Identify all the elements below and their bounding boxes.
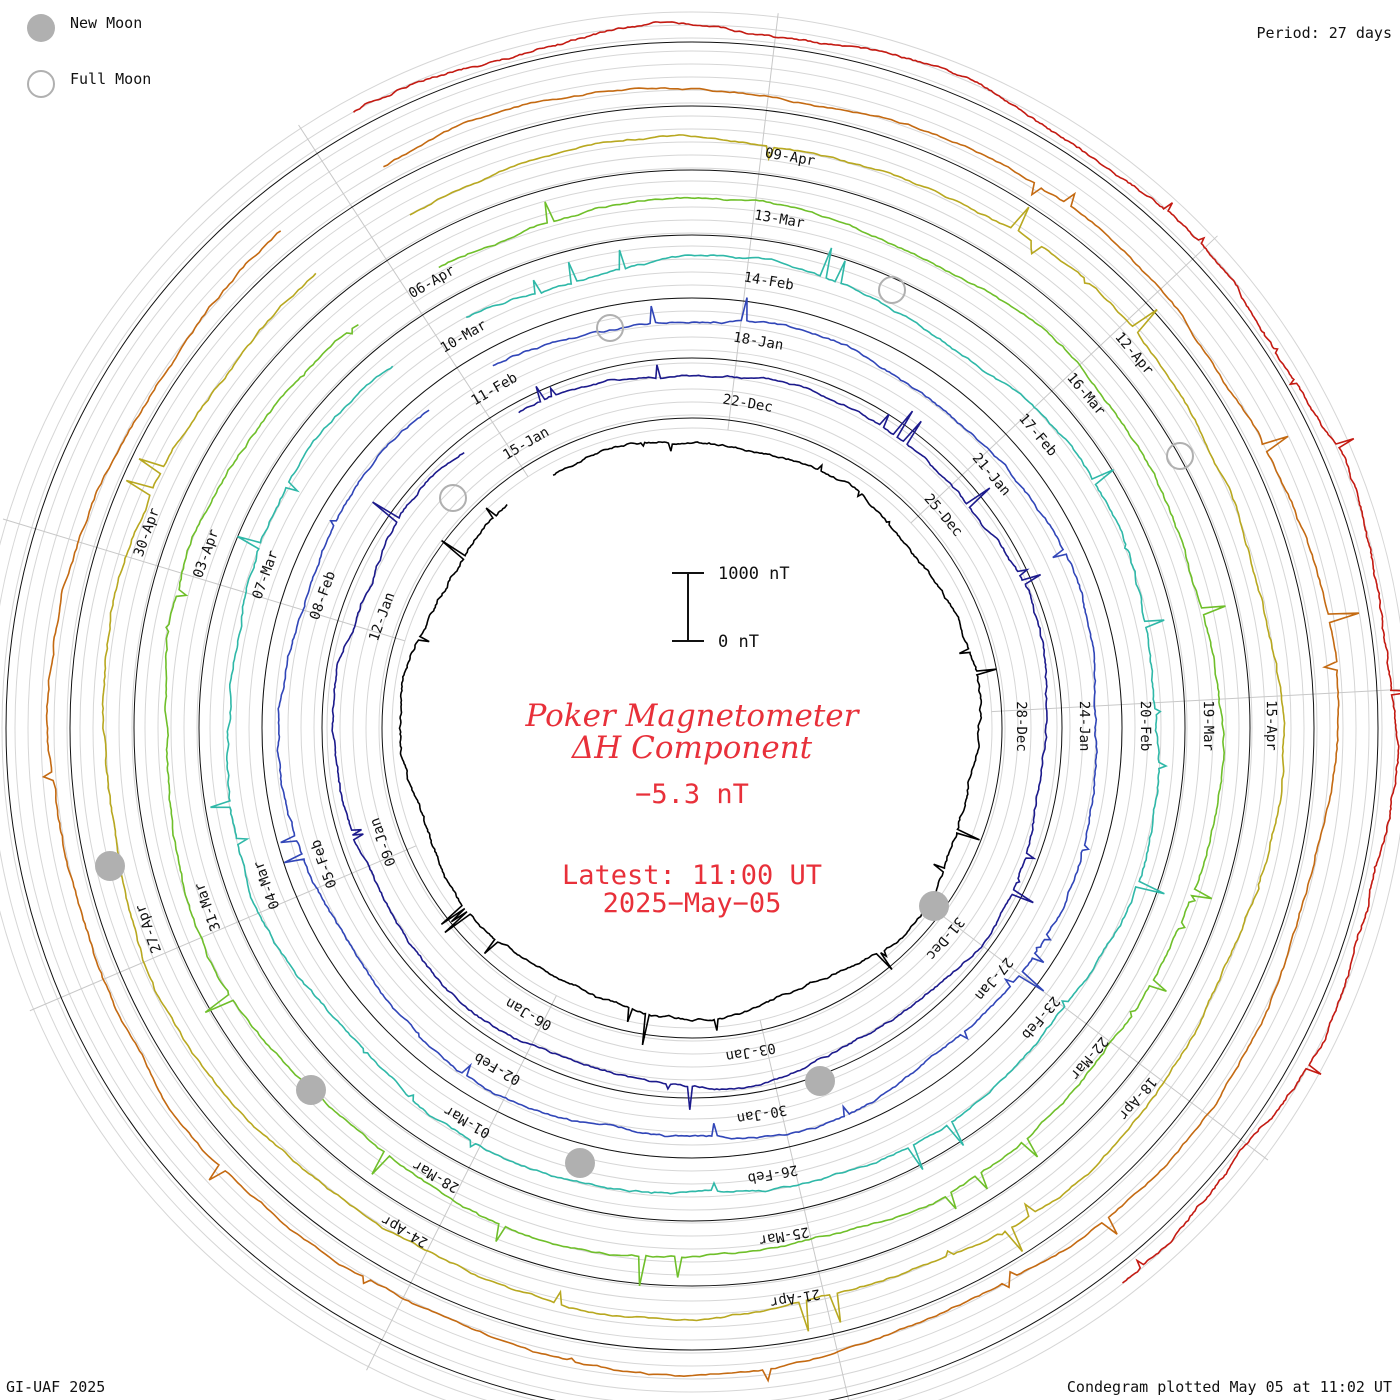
- series-line-7: [41, 87, 1360, 1383]
- grid-ring: [92, 128, 1292, 1328]
- full-moon-marker: [439, 484, 467, 512]
- series-line-2: [331, 364, 1048, 1110]
- date-label: 09-Jan: [367, 815, 400, 868]
- grid-ring: [27, 63, 1357, 1393]
- grid-ring: [365, 401, 1019, 1055]
- baseline-ring: [381, 417, 1003, 1039]
- grid-ring: [157, 193, 1227, 1263]
- grid-ring: [53, 89, 1331, 1367]
- new-moon-legend-label: New Moon: [70, 14, 143, 32]
- date-label: 31-Mar: [192, 880, 225, 933]
- date-label: 26-Feb: [746, 1161, 799, 1186]
- scale-bar-top-label: 1000 nT: [718, 564, 790, 584]
- full-moon-marker: [596, 314, 624, 342]
- grid-ring: [40, 76, 1344, 1380]
- scale-bar-bottom-label: 0 nT: [718, 632, 759, 652]
- grid-ring: [209, 245, 1175, 1211]
- series-line-5: [164, 196, 1226, 1287]
- grid-ring: [0, 11, 1400, 1400]
- grid-ring: [66, 102, 1318, 1354]
- date-label: 14-Feb: [742, 269, 795, 293]
- series-line-6: [101, 134, 1286, 1332]
- date-label: 08-Feb: [307, 569, 339, 622]
- new-moon-marker: [805, 1066, 835, 1096]
- grid-ring: [1, 37, 1383, 1400]
- grid-ring: [300, 336, 1084, 1120]
- baseline-ring: [69, 105, 1315, 1351]
- grid-ring: [131, 167, 1253, 1289]
- series-line-3: [276, 297, 1098, 1140]
- date-label: 01-Mar: [441, 1102, 493, 1141]
- date-label: 30-Apr: [131, 506, 163, 559]
- grid-ring: [391, 427, 993, 1029]
- full-moon-icon: [27, 70, 55, 98]
- baseline-ring: [198, 234, 1186, 1222]
- full-moon-marker: [878, 276, 906, 304]
- grid-ring: [222, 258, 1162, 1198]
- period-label: Period: 27 days: [1256, 24, 1392, 42]
- date-label: 04-Mar: [251, 858, 284, 911]
- date-label: 15-Jan: [500, 424, 552, 463]
- date-label: 22-Dec: [721, 392, 774, 416]
- chart-title-line1: Poker Magnetometer: [525, 698, 861, 734]
- grid-ring: [196, 232, 1188, 1224]
- date-label: 27-Apr: [133, 902, 166, 955]
- baseline-ring: [133, 169, 1251, 1287]
- date-label: 21-Apr: [769, 1285, 822, 1310]
- date-label: 24-Jan: [1076, 701, 1092, 752]
- new-moon-marker: [296, 1075, 326, 1105]
- full-moon-legend-label: Full Moon: [70, 70, 152, 88]
- series-layer: [41, 21, 1400, 1383]
- new-moon-marker: [919, 891, 949, 921]
- new-moon-marker: [565, 1148, 595, 1178]
- moon-marker-layer: [95, 276, 1194, 1178]
- scale-bar: 1000 nT 0 nT: [672, 564, 790, 652]
- grid-ring: [118, 154, 1266, 1302]
- new-moon-icon: [27, 14, 55, 42]
- grid-ring: [79, 115, 1305, 1341]
- date-label: 28-Dec: [1013, 701, 1029, 752]
- grid-ring: [274, 310, 1110, 1146]
- date-label: 25-Mar: [758, 1223, 811, 1248]
- latest-date: 2025−May−05: [603, 888, 782, 919]
- current-value: −5.3 nT: [635, 779, 749, 810]
- grid-ring: [235, 271, 1149, 1185]
- grid-ring: [352, 388, 1032, 1068]
- grid-ring: [144, 180, 1240, 1276]
- chart-title-line2: ΔH Component: [571, 730, 813, 766]
- grid-ring: [248, 284, 1136, 1172]
- date-label: 07-Mar: [250, 548, 282, 601]
- grid-ring: [170, 206, 1214, 1250]
- date-label: 03-Apr: [190, 527, 222, 580]
- latest-time: Latest: 11:00 UT: [562, 860, 822, 891]
- new-moon-marker: [95, 851, 125, 881]
- credit-label: GI-UAF 2025: [6, 1378, 106, 1396]
- grid-layer: [0, 11, 1400, 1400]
- grid-ring: [105, 141, 1279, 1315]
- full-moon-marker: [1166, 442, 1194, 470]
- grid-ring: [313, 349, 1071, 1107]
- date-label: 12-Jan: [366, 590, 398, 643]
- date-label: 09-Apr: [764, 145, 817, 169]
- grid-ring: [378, 414, 1006, 1042]
- date-label: 12-Apr: [1111, 329, 1156, 378]
- date-label: 20-Feb: [1137, 701, 1153, 752]
- date-label: 15-Apr: [1263, 700, 1279, 751]
- baseline-ring: [261, 297, 1123, 1159]
- grid-ring: [14, 50, 1370, 1400]
- date-label: 19-Mar: [1200, 700, 1216, 751]
- grid-ring: [287, 323, 1097, 1133]
- date-label: 10-Mar: [438, 317, 490, 356]
- series-line-1: [398, 441, 997, 1046]
- baseline-ring: [5, 41, 1379, 1400]
- baseline-ring: [321, 357, 1063, 1099]
- series-line-8: [352, 21, 1400, 1284]
- grid-ring: [183, 219, 1201, 1237]
- plotted-timestamp: Condegram plotted May 05 at 11:02 UT: [1066, 1378, 1392, 1396]
- series-line-4: [210, 247, 1168, 1195]
